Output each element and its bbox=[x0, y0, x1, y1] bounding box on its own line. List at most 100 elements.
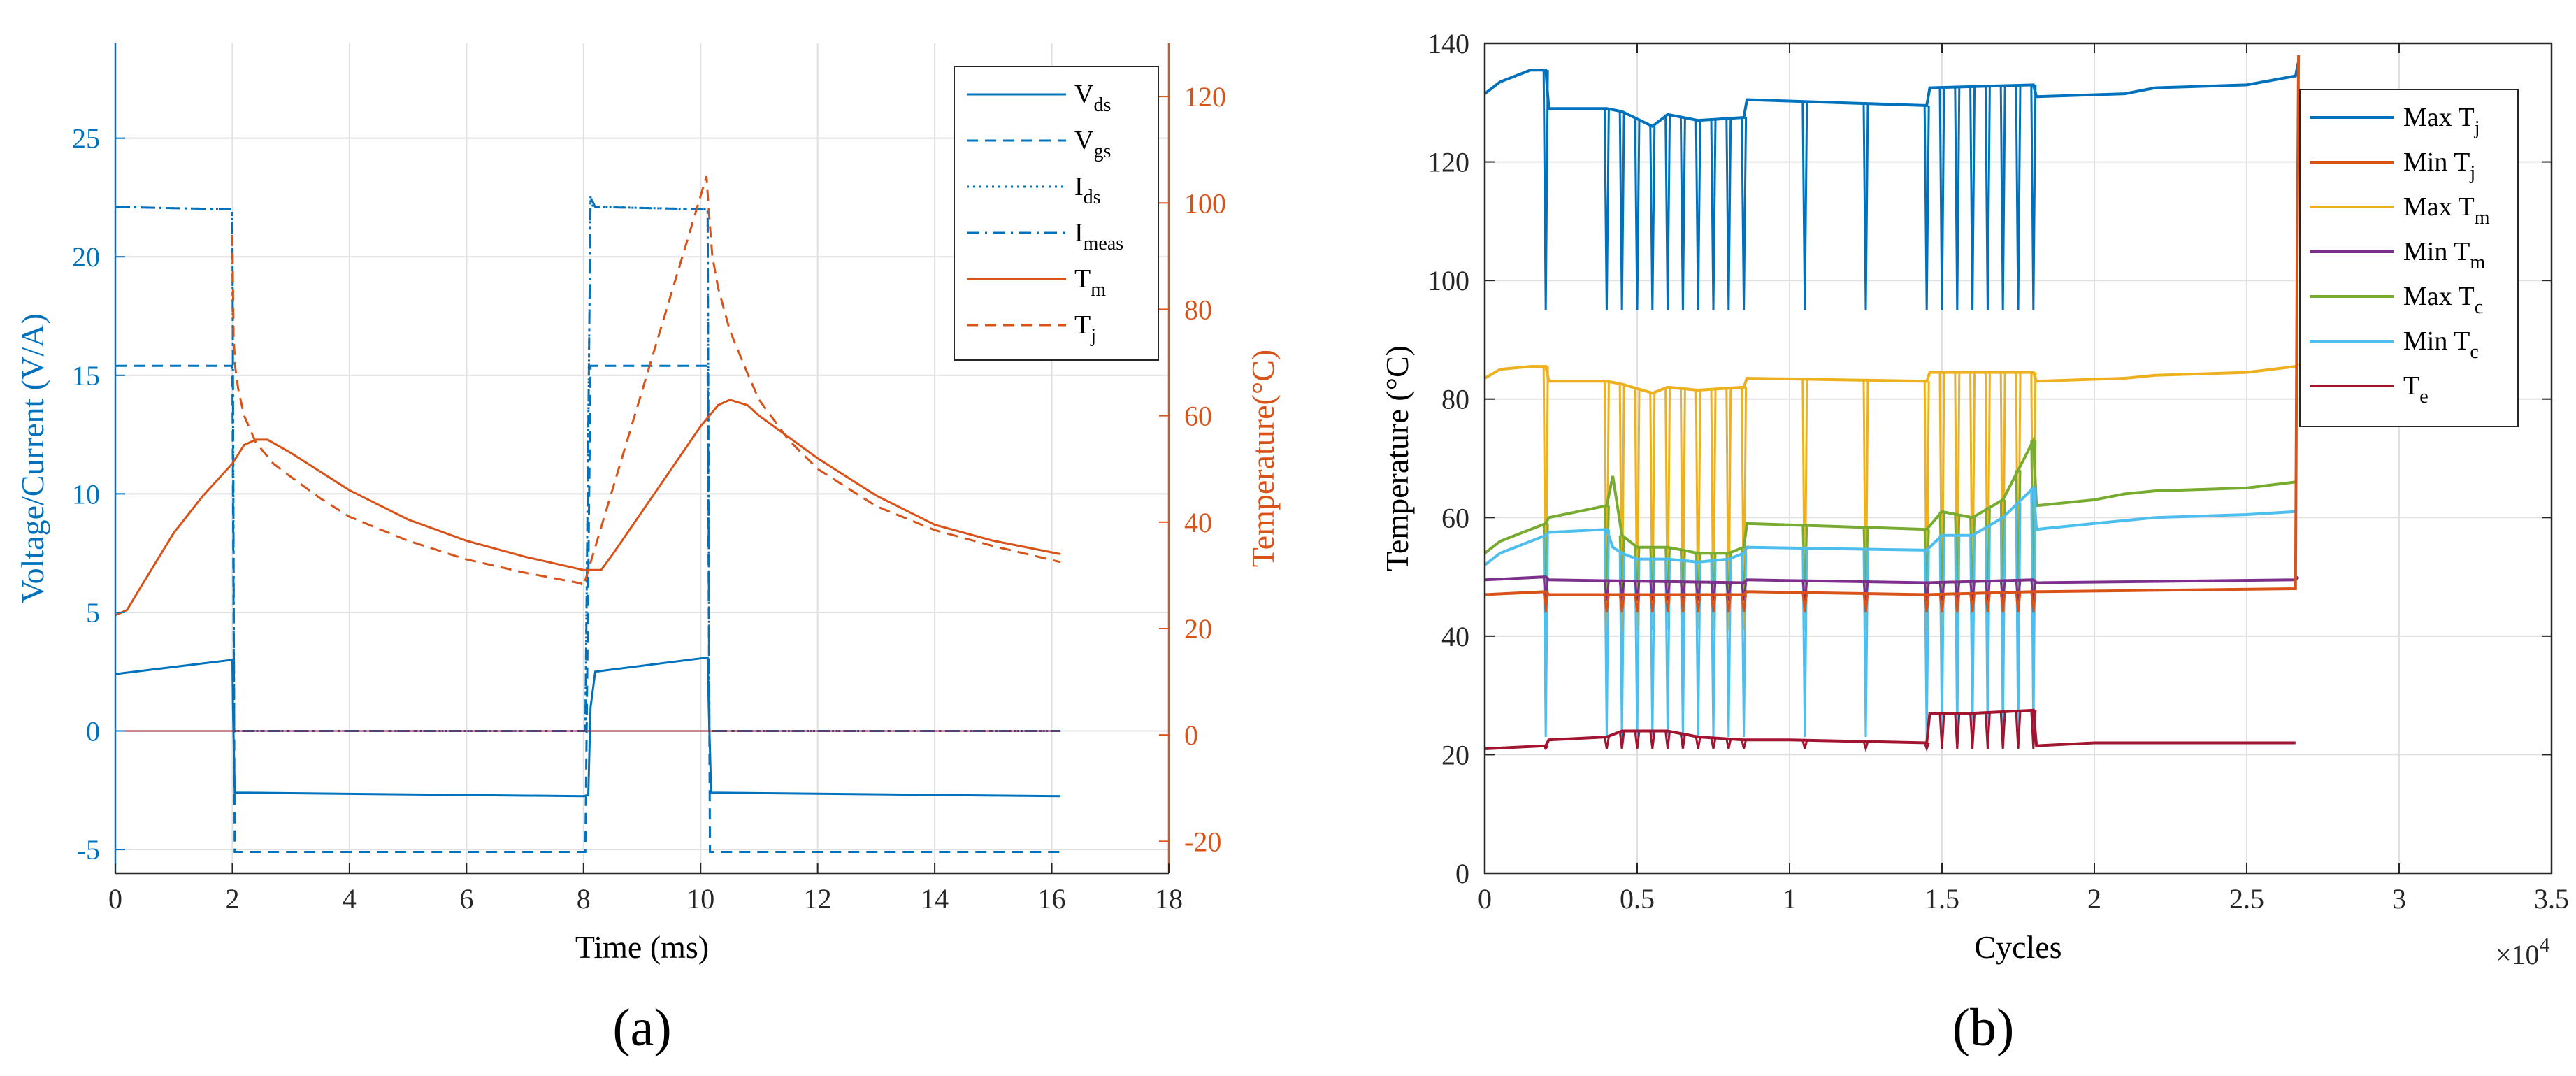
series-dip bbox=[1694, 594, 1701, 613]
series-dip bbox=[1969, 593, 1976, 613]
legend-entry: Vds bbox=[1074, 80, 1111, 116]
series-dip bbox=[1725, 559, 1732, 738]
left-y-tick-label: 0 bbox=[86, 716, 100, 747]
legend-entry-base: Max T bbox=[2403, 192, 2475, 222]
chart-a: 0 2 4 6 8 10 12 14 16 18 -5 0 5 10 15 20 25 -20 0 20 40 60 80 1… bbox=[15, 43, 1281, 1057]
series-dip bbox=[1741, 582, 1748, 601]
series-dip bbox=[1618, 111, 1625, 310]
series-dip bbox=[1679, 388, 1686, 631]
series-dip bbox=[1618, 594, 1625, 613]
series-line-max-tj bbox=[1483, 61, 2301, 129]
series-dip bbox=[1801, 580, 1808, 601]
series-dip bbox=[1954, 594, 1961, 613]
series-dip bbox=[1862, 549, 1869, 738]
left-y-tick-label: 10 bbox=[72, 478, 100, 510]
legend-entry-sub: m bbox=[1091, 279, 1106, 301]
x-tick-label: 4 bbox=[343, 883, 357, 914]
legend-entry-sub: ds bbox=[1084, 187, 1101, 208]
series-dip bbox=[1862, 593, 1869, 613]
series-dip bbox=[1664, 594, 1671, 613]
series-dip bbox=[1969, 712, 1976, 749]
right-y-tick-label: 20 bbox=[1184, 613, 1212, 645]
series-dip bbox=[1649, 126, 1656, 310]
legend-entry-base: Min T bbox=[2403, 237, 2470, 266]
series-dip bbox=[1603, 736, 1610, 749]
right-y-tick-label: 40 bbox=[1184, 507, 1212, 538]
series-dip bbox=[1542, 591, 1549, 613]
series-dip bbox=[1954, 87, 1961, 310]
series-dip bbox=[1618, 384, 1625, 631]
legend-entry: Tj bbox=[1074, 310, 1096, 347]
series-dip bbox=[1634, 731, 1641, 749]
x-tick-label: 2.5 bbox=[2229, 883, 2264, 914]
series-line-max-tm bbox=[1483, 362, 2300, 395]
legend-entry-base: Min T bbox=[2403, 327, 2470, 356]
series-dip bbox=[1542, 366, 1549, 631]
legend-entry-sub: c bbox=[2470, 341, 2478, 363]
x-tick-label: 0 bbox=[108, 883, 122, 914]
series-dip bbox=[1999, 580, 2006, 601]
series-dip bbox=[1999, 592, 2006, 613]
series-dip bbox=[1649, 594, 1656, 613]
series-dip bbox=[1984, 372, 1991, 631]
series-dip bbox=[1725, 582, 1732, 601]
series-dip bbox=[1923, 582, 1930, 601]
x-tick-label: 3 bbox=[2392, 883, 2406, 914]
series-dip bbox=[1664, 114, 1671, 310]
series-dip bbox=[1725, 118, 1732, 310]
series-dip bbox=[1954, 372, 1961, 631]
series-dip bbox=[1634, 119, 1641, 310]
series-dip bbox=[1999, 85, 2006, 310]
series-dip bbox=[1801, 548, 1808, 738]
x-multiplier-exp: 4 bbox=[2540, 933, 2550, 956]
series-dip bbox=[1664, 581, 1671, 601]
x-tick-label: 2 bbox=[2087, 883, 2101, 914]
series-dip bbox=[1603, 594, 1610, 613]
x-tick-label: 14 bbox=[921, 883, 949, 914]
series-dip bbox=[1634, 581, 1641, 601]
series-dip bbox=[1801, 379, 1808, 631]
legend-box bbox=[954, 66, 1159, 361]
series-dip bbox=[1862, 103, 1869, 310]
legend-entry: Ids bbox=[1074, 172, 1101, 208]
legend-entry-base: I bbox=[1074, 172, 1084, 201]
series-dip bbox=[1710, 738, 1717, 749]
x-tick-label: 2 bbox=[225, 883, 239, 914]
legend-entry-base: Min T bbox=[2403, 148, 2470, 177]
series-dip bbox=[1725, 738, 1732, 749]
legend-entry-base: I bbox=[1074, 218, 1084, 248]
series-dip bbox=[1542, 576, 1549, 601]
series-dip bbox=[1741, 739, 1748, 749]
series-dip bbox=[1618, 731, 1625, 749]
series-line-max-tc bbox=[1483, 435, 2296, 555]
series-line-tm bbox=[115, 399, 1061, 617]
panel-label-a: (a) bbox=[612, 998, 671, 1057]
series-dip bbox=[1542, 745, 1549, 751]
series-dip bbox=[1862, 380, 1869, 631]
right-y-tick-label: 0 bbox=[1184, 719, 1198, 751]
y-tick-label: 140 bbox=[1427, 28, 1469, 59]
series-dip bbox=[1801, 740, 1808, 749]
series-dip bbox=[1741, 117, 1748, 310]
series-dip bbox=[2030, 85, 2037, 310]
series-dip bbox=[1725, 594, 1732, 613]
series-dip bbox=[1634, 559, 1641, 738]
series-dip bbox=[1694, 582, 1701, 601]
y-tick-label: 120 bbox=[1427, 147, 1469, 178]
plot-frame bbox=[1483, 42, 2553, 875]
series-dip bbox=[1649, 581, 1656, 601]
series-dip bbox=[1679, 117, 1686, 310]
legend-entry: Max Tm bbox=[2403, 192, 2490, 229]
legend-entry-sub: j bbox=[1090, 325, 1096, 347]
y-tick-label: 20 bbox=[1441, 739, 1469, 770]
series-dip bbox=[1984, 592, 1991, 613]
left-y-tick-label: -5 bbox=[77, 834, 100, 866]
series-dip bbox=[1649, 731, 1656, 749]
x-tick-label: 16 bbox=[1038, 883, 1066, 914]
series-dip bbox=[1618, 553, 1625, 738]
series-dip bbox=[1618, 580, 1625, 601]
series-dip bbox=[1984, 86, 1991, 310]
legend-entry-base: T bbox=[1074, 264, 1091, 294]
legend-entry-base: Max T bbox=[2403, 282, 2475, 311]
